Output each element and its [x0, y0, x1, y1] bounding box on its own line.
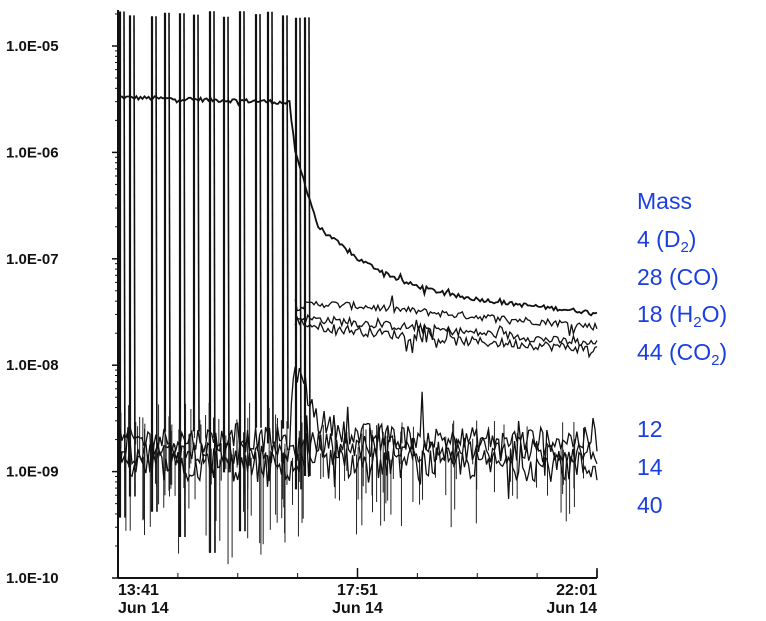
- spike-line: [286, 15, 289, 429]
- spike-line: [243, 11, 246, 532]
- legend-entry-12: 12: [637, 416, 663, 442]
- spike-line: [168, 12, 171, 432]
- legend-heading: Mass: [637, 188, 692, 214]
- legend-entry-40: 40: [637, 492, 663, 518]
- spike-line: [155, 16, 158, 512]
- x-tick-date: Jun 14: [118, 600, 169, 617]
- legend-entry-14: 14: [637, 454, 663, 480]
- series-trace: [294, 313, 598, 347]
- x-tick-date: Jun 14: [332, 600, 383, 617]
- y-tick-label: 1.0E-09: [6, 464, 59, 481]
- spike-line: [308, 17, 311, 477]
- series-trace: [117, 415, 598, 499]
- y-tick-label: 1.0E-08: [6, 357, 59, 374]
- series-trace: [117, 420, 598, 488]
- y-tick-label: 1.0E-06: [6, 144, 59, 161]
- legend-entry-co: 28 (CO): [637, 264, 719, 290]
- legend-entry-h2o: 18 (H2O): [637, 301, 728, 331]
- axes-layer: 1.0E-05 1.0E-06 1.0E-07 1.0E-08 1.0E-09 1.0E-…: [6, 10, 598, 617]
- spike-line: [197, 14, 200, 432]
- series-layer: [117, 94, 598, 499]
- legend-entry-co2: 44 (CO2): [637, 339, 728, 369]
- x-tick-time: 13:41: [118, 582, 159, 599]
- series-trace: [117, 94, 598, 317]
- series-trace: [294, 315, 598, 359]
- x-tick-date: Jun 14: [546, 600, 597, 617]
- x-tick-time: 17:51: [337, 582, 378, 599]
- spike-bursts: [118, 11, 585, 565]
- spike-line: [299, 17, 302, 490]
- series-trace: [294, 295, 598, 337]
- y-tick-label: 1.0E-07: [6, 251, 59, 268]
- spike-line: [271, 11, 274, 444]
- spike-line: [123, 11, 126, 518]
- y-tick-label: 1.0E-10: [6, 570, 59, 587]
- spike-line: [259, 14, 262, 428]
- spike-line: [133, 15, 136, 497]
- series-trace: [117, 366, 598, 477]
- spike-line: [227, 16, 230, 473]
- legend-entry-d2: 4 (D2): [637, 226, 697, 256]
- x-tick-time: 22:01: [556, 582, 597, 599]
- y-tick-label: 1.0E-05: [6, 38, 59, 55]
